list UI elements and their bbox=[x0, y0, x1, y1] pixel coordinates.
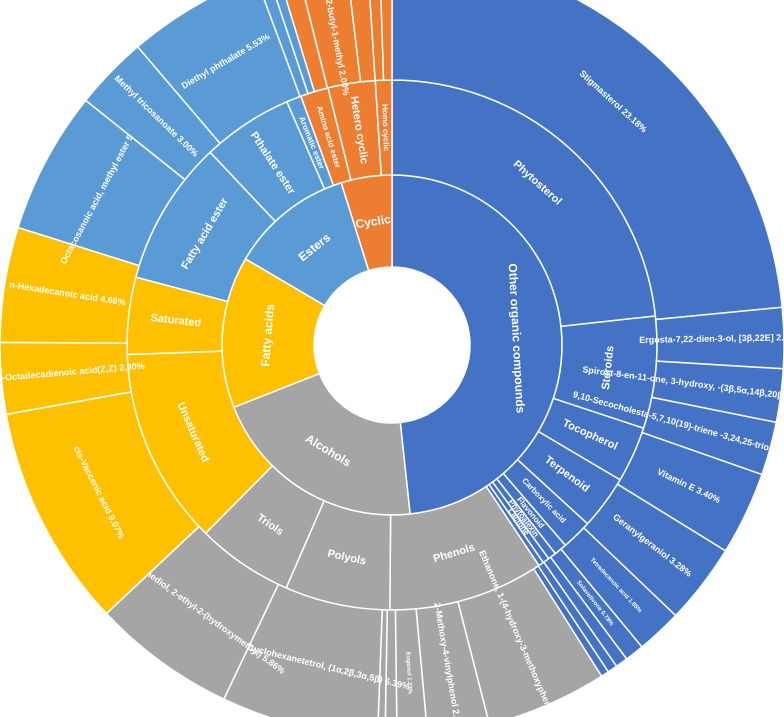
outer-label-1: Ergosta-7,22-dien-3-ol, [3β,22E] 2.47% bbox=[639, 332, 784, 345]
middle-label-19: Homo cyclic bbox=[380, 104, 390, 152]
inner-label-4: Cyclic bbox=[355, 212, 392, 231]
middle-label-1: Steroids bbox=[600, 345, 617, 390]
outer-segment-23 bbox=[136, 0, 302, 145]
outer-label-13: Eugenol 1.23% bbox=[404, 652, 412, 695]
outer-segment-0 bbox=[391, 0, 784, 321]
outer-segment-30 bbox=[380, 0, 393, 81]
inner-label-2: Fatty acids bbox=[258, 303, 277, 367]
middle-label-13: Saturated bbox=[150, 312, 202, 330]
